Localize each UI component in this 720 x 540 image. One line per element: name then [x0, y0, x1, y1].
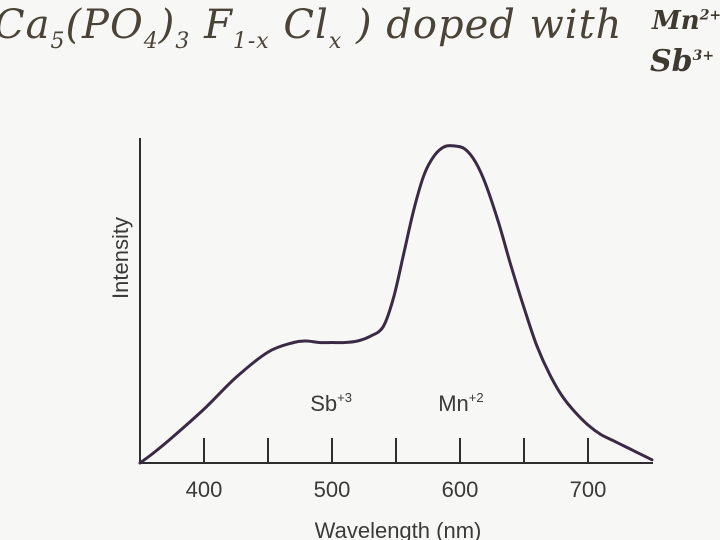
x-tick-label-400: 400 [186, 477, 223, 502]
peak-label-mn: Mn+2 [438, 390, 483, 416]
formula-sub-x: x [328, 29, 343, 54]
peak-label-sb: Sb+3 [310, 390, 352, 416]
formula-sub-5: 5 [50, 29, 66, 54]
note-sb-text: Sb [650, 44, 693, 79]
handwritten-formula: Ca5(PO4)3 F1-x Clx ) doped with [0, 2, 622, 54]
x-ticks [203, 438, 589, 463]
formula-close: ) [158, 2, 176, 48]
x-axis-label: Wavelength (nm) [315, 518, 482, 540]
note-sb-sup: 3+ [692, 48, 715, 64]
peak-label-mn-charge: +2 [469, 390, 484, 405]
note-mn-text: Mn [652, 6, 700, 36]
formula-sub-4: 4 [143, 29, 159, 54]
formula-sub-1-x: 1-x [232, 29, 270, 54]
formula-po: (PO [65, 2, 144, 48]
formula-doped-with: ) doped with [342, 2, 623, 48]
x-tick-label-600: 600 [442, 477, 479, 502]
note-sb: Sb3+ [650, 44, 714, 79]
y-axis-label: Intensity [108, 217, 133, 299]
peak-label-sb-charge: +3 [337, 390, 352, 405]
x-tick-label-500: 500 [314, 477, 351, 502]
formula-ca: Ca [0, 2, 51, 48]
formula-f: F [190, 2, 233, 48]
x-tick-labels: 400 500 600 700 [186, 477, 607, 502]
peak-annotations: Sb+3 Mn+2 [310, 390, 483, 416]
note-mn-sup: 2+ [699, 7, 720, 24]
formula-cl: Cl [269, 2, 329, 48]
formula-sub-3: 3 [175, 29, 191, 54]
x-tick-label-700: 700 [570, 477, 607, 502]
emission-curve [138, 144, 654, 465]
note-mn: Mn2+ [652, 6, 720, 36]
